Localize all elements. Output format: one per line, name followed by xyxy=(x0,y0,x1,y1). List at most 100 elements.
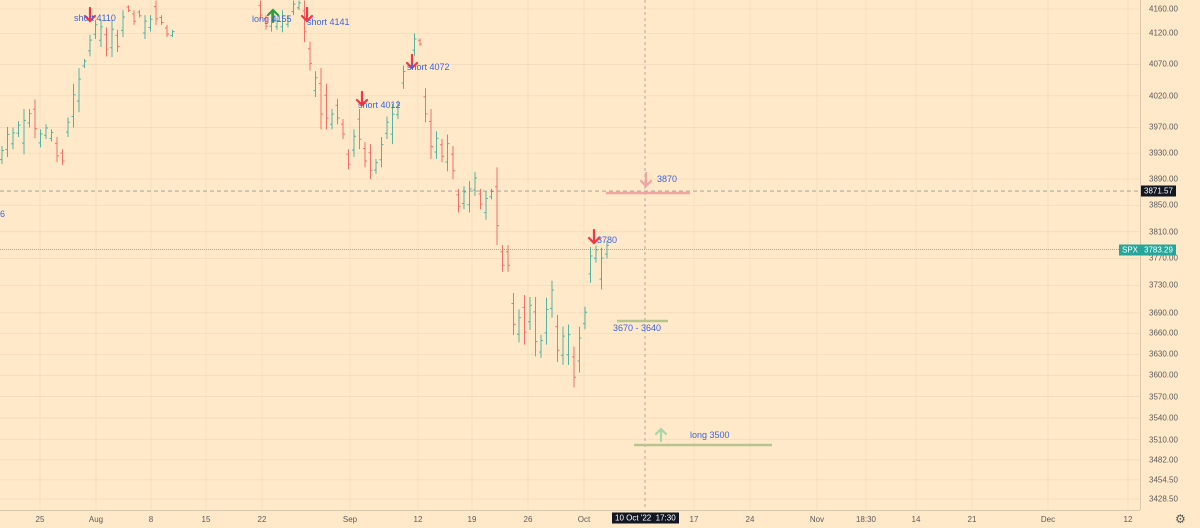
ohlc-bar xyxy=(165,24,169,38)
ohlc-bar xyxy=(341,119,345,139)
ohlc-bar xyxy=(385,116,389,139)
price-tick-label: 4160.00 xyxy=(1149,4,1178,14)
ohlc-bar xyxy=(148,15,153,32)
ohlc-bar xyxy=(583,306,587,330)
long-arrow-icon xyxy=(266,8,280,24)
ohlc-bar xyxy=(473,171,477,197)
time-tick-label: 22 xyxy=(257,515,267,524)
ohlc-bar xyxy=(352,129,356,157)
ohlc-bar xyxy=(264,15,268,30)
ohlc-bar xyxy=(539,334,543,358)
ohlc-bar xyxy=(544,297,549,345)
ohlc-bar xyxy=(594,245,598,263)
time-tick-label: 14 xyxy=(911,515,921,524)
ohlc-bar xyxy=(33,99,37,139)
ohlc-bar xyxy=(286,15,290,28)
ohlc-bar xyxy=(71,83,76,128)
time-tick-label: Aug xyxy=(88,515,104,524)
time-tick-label: 12 xyxy=(413,515,423,524)
time-axis[interactable]: 25 Aug 8 15 22 Sep 12 19 26 Oct 17 24 Nov 18:30 14 21 De… xyxy=(0,510,1140,528)
ohlc-bar xyxy=(506,245,510,272)
ohlc-bar xyxy=(429,109,433,159)
ohlc-bar xyxy=(38,129,43,148)
ohlc-bar xyxy=(478,188,483,210)
price-tick-label: 3810.00 xyxy=(1149,227,1178,237)
crosshair-price-label: 3871.57 xyxy=(1141,185,1176,197)
ohlc-bar xyxy=(434,131,439,159)
ohlc-bar xyxy=(467,181,472,213)
ohlc-bar xyxy=(313,71,318,98)
price-tick-label: 3428.50 xyxy=(1149,494,1178,504)
ohlc-bar xyxy=(577,326,582,373)
ohlc-bar xyxy=(99,19,103,48)
price-tick-label: 3482.00 xyxy=(1149,455,1178,465)
price-axis[interactable]: 4160.00 4120.00 4070.00 4020.00 3970.00 3930.… xyxy=(1140,0,1200,510)
long-target-arrow-icon xyxy=(654,427,668,443)
ohlc-bar xyxy=(555,314,560,363)
ohlc-bar xyxy=(379,137,384,168)
ohlc-bar xyxy=(302,0,307,43)
price-tick-label: 4120.00 xyxy=(1149,28,1178,38)
price-tick-label: 4070.00 xyxy=(1149,59,1178,69)
time-tick-label: 15 xyxy=(201,515,211,524)
ohlc-bar xyxy=(110,19,114,57)
price-tick-label: 4020.00 xyxy=(1149,91,1178,101)
ohlc-bar xyxy=(319,68,323,130)
ohlc-bar xyxy=(550,280,554,318)
ohlc-bar xyxy=(280,10,285,33)
ohlc-bar xyxy=(522,295,527,345)
short-arrow-icon xyxy=(83,6,97,23)
short-arrow-icon xyxy=(587,228,601,245)
ohlc-bar xyxy=(275,17,279,30)
ohlc-bar xyxy=(0,146,4,165)
grid xyxy=(0,0,1140,510)
ohlc-bar xyxy=(495,167,499,246)
ohlc-bars xyxy=(0,0,609,388)
ohlc-bar xyxy=(335,98,340,125)
ohlc-bar xyxy=(423,88,428,123)
ohlc-bar xyxy=(462,186,466,210)
ohlc-bar xyxy=(170,29,175,38)
annotation-label: short 4110 xyxy=(74,13,116,23)
ohlc-bar xyxy=(484,191,488,220)
ohlc-bar xyxy=(561,326,565,365)
price-tick-label: 3510.00 xyxy=(1149,435,1178,445)
time-tick-label: 17 xyxy=(689,515,699,524)
annotation-label: 6 xyxy=(0,209,6,219)
ohlc-bar xyxy=(605,241,609,259)
time-tick-label: 25 xyxy=(35,515,45,524)
ohlc-bar xyxy=(82,58,87,69)
time-tick-label: 24 xyxy=(745,515,755,524)
ohlc-bar xyxy=(445,134,450,172)
ohlc-bar xyxy=(489,188,494,200)
ohlc-bar xyxy=(308,41,312,71)
symbol-label: SPX xyxy=(1118,244,1141,256)
ohlc-bar xyxy=(258,0,263,20)
ohlc-bar xyxy=(528,297,532,331)
ohlc-bar xyxy=(154,0,158,25)
ohlc-bar xyxy=(132,10,136,25)
settings-gear-icon[interactable]: ⚙ xyxy=(1175,512,1186,526)
ohlc-bar xyxy=(115,29,120,53)
annotation-label: long 3500 xyxy=(690,430,730,440)
ohlc-bar xyxy=(566,324,571,365)
ohlc-bar xyxy=(22,109,26,155)
ohlc-bar xyxy=(93,19,98,40)
price-chart[interactable] xyxy=(0,0,1140,510)
ohlc-bar xyxy=(44,124,48,139)
ohlc-bar xyxy=(456,188,461,213)
ohlc-bar xyxy=(511,292,516,335)
time-tick-label: Nov xyxy=(809,515,825,524)
ohlc-bar xyxy=(363,142,367,168)
price-tick-label: 3890.00 xyxy=(1149,174,1178,184)
ohlc-bar xyxy=(88,34,92,57)
ohlc-bar xyxy=(291,0,296,16)
ohlc-bar xyxy=(451,146,455,180)
time-tick-label: 26 xyxy=(523,515,533,524)
ohlc-bar xyxy=(330,109,334,130)
ohlc-bar xyxy=(121,10,125,38)
annotation-label: short 4141 xyxy=(307,17,350,27)
price-tick-label: 3600.00 xyxy=(1149,370,1178,380)
price-tick-label: 3540.00 xyxy=(1149,413,1178,423)
time-tick-label: 8 xyxy=(148,515,154,524)
